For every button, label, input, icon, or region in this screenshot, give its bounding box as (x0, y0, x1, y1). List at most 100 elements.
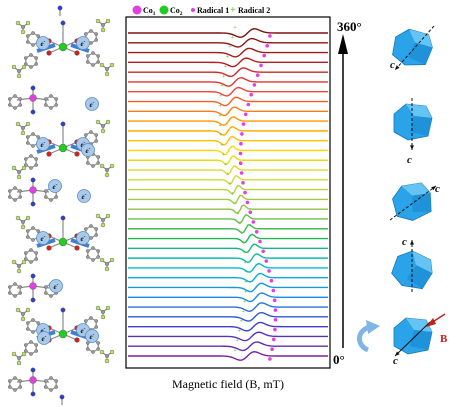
atom (105, 305, 111, 311)
epr-spectrum-trace (128, 77, 328, 87)
atom (94, 325, 98, 329)
atom (13, 94, 17, 98)
epr-spectrum-trace (128, 57, 328, 68)
atom (31, 330, 35, 334)
atom (46, 151, 52, 157)
atom (49, 294, 53, 298)
atom (17, 356, 22, 361)
epr-spectrum-trace (128, 47, 328, 58)
atom (24, 157, 28, 161)
atom (91, 258, 95, 262)
atom (100, 314, 106, 320)
atom (26, 321, 30, 325)
atom (30, 177, 36, 183)
radical2-marker: + (243, 250, 247, 256)
co2-atom (58, 237, 68, 247)
atom (18, 379, 22, 383)
atom (96, 161, 100, 165)
radical1-marker (269, 278, 274, 283)
atom (26, 229, 30, 233)
co1-atom (29, 186, 37, 194)
atom (84, 227, 88, 231)
atom (44, 285, 48, 289)
radical1-marker (261, 249, 266, 254)
atom (100, 217, 105, 222)
atom (17, 68, 22, 73)
atom (30, 367, 36, 373)
atom (105, 18, 111, 24)
radical1-marker (238, 151, 243, 156)
atom (109, 349, 115, 355)
atom (96, 60, 100, 64)
atom (44, 97, 48, 101)
atom (89, 316, 93, 320)
radical2-marker: + (238, 221, 242, 227)
atom (49, 94, 53, 98)
atom (86, 161, 90, 165)
radical2-marker: + (220, 143, 224, 149)
atom (34, 251, 38, 255)
radical-markers: + + + + + + + + + + + + + + + + + + + + + + + + + + + + + + + + + + (218, 25, 278, 361)
atom (91, 63, 95, 67)
atom (105, 119, 111, 125)
atom (89, 29, 93, 33)
radical1-marker (248, 210, 253, 214)
epr-spectrum-trace (128, 351, 328, 361)
atom (25, 307, 31, 313)
atom (96, 255, 100, 259)
atom (104, 172, 110, 178)
atom (26, 34, 30, 38)
atom (34, 349, 38, 353)
atom (99, 257, 105, 263)
atom (21, 259, 27, 265)
atom (100, 27, 106, 33)
atom (26, 327, 30, 331)
atom (95, 213, 101, 219)
atom (11, 351, 17, 357)
atom (96, 341, 100, 345)
radical2-marker: + (244, 289, 248, 295)
atom (34, 163, 38, 167)
atom (96, 155, 100, 159)
crystal-c-label: c (390, 59, 395, 71)
atom (30, 297, 36, 303)
atom (36, 34, 40, 38)
radical2-marker: + (238, 328, 242, 334)
radical2-marker: + (231, 191, 235, 197)
epr-spectrum-trace (128, 125, 328, 136)
atom (74, 151, 80, 157)
angle-axis-arrowhead (338, 34, 348, 54)
epr-spectrum-trace (128, 253, 328, 264)
atom (99, 163, 105, 169)
radical1-marker (241, 181, 245, 185)
radical1-marker (265, 44, 270, 48)
svg-text:Co2: Co2 (170, 6, 183, 17)
epr-spectrum-trace (128, 194, 328, 205)
atom (8, 195, 12, 199)
atom (44, 379, 48, 383)
legend-co2-marker (159, 5, 169, 15)
atom (30, 273, 36, 279)
radical2-marker: + (240, 231, 244, 237)
radical1-marker (271, 288, 276, 293)
atom (25, 121, 31, 127)
legend-co1-marker (132, 5, 142, 15)
atom (84, 319, 88, 323)
nitrogen-atom (60, 20, 66, 26)
radical1-marker (251, 220, 256, 224)
atom (49, 388, 53, 392)
radical1-marker (272, 298, 277, 303)
epr-spectrum-trace (128, 86, 328, 97)
atom (104, 358, 110, 364)
molecular-structure-column: e-e-e-e-e-e-e-e-e-e-e-e-e-e-e- (8, 5, 115, 405)
atom (84, 32, 88, 36)
atom (11, 64, 17, 70)
atom (30, 201, 36, 207)
epr-spectrum-trace (128, 165, 328, 176)
atom (18, 103, 22, 107)
electron-bubble: e- (77, 189, 91, 203)
radical2-marker: + (218, 123, 222, 129)
atom (29, 154, 33, 158)
epr-spectrum-trace (128, 96, 328, 107)
radical2-marker: + (243, 299, 247, 305)
